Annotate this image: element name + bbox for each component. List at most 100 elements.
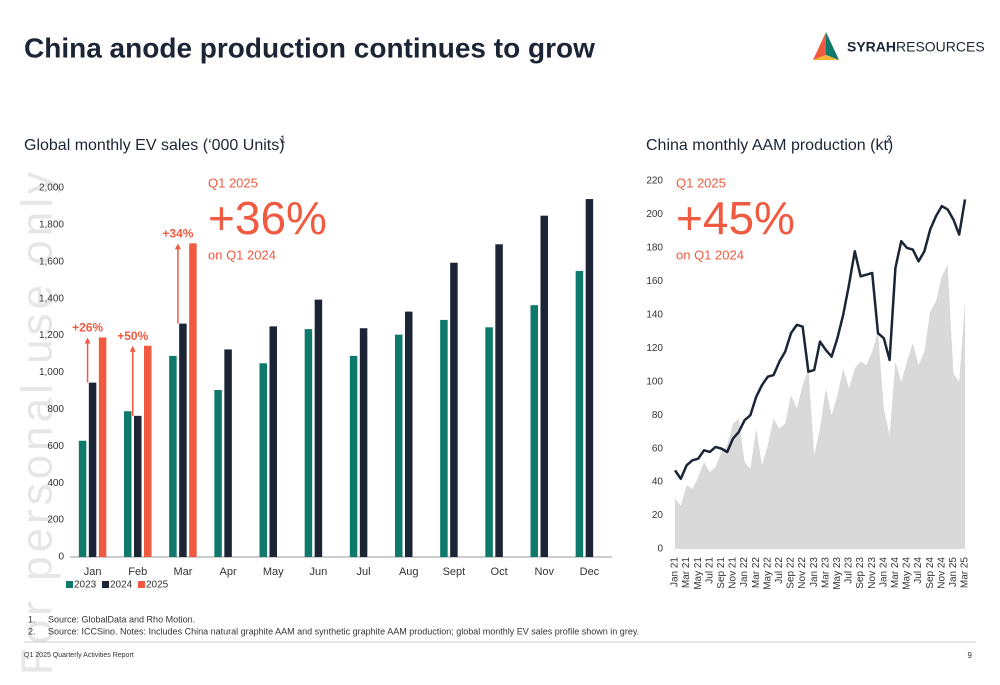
bar xyxy=(495,244,503,557)
legend-label: 2023 xyxy=(74,580,97,591)
bar xyxy=(224,349,232,557)
y-tick-label: 1,800 xyxy=(39,220,64,231)
y-tick-label: 1,600 xyxy=(39,256,64,267)
logo-text: SYRAH xyxy=(847,39,896,55)
y-tick-label: 1,000 xyxy=(39,367,64,378)
footnote-num: 1. xyxy=(28,614,36,624)
watermark: For personal use only xyxy=(13,168,62,675)
bar xyxy=(269,326,277,557)
x-tick-label: Nov xyxy=(534,566,554,578)
footnote: Source: ICCSino. Notes: Includes China n… xyxy=(48,626,639,636)
y-tick-label: 100 xyxy=(646,376,663,387)
arrow-head xyxy=(84,337,91,344)
bar xyxy=(259,363,267,557)
x-tick-label: Mar 24 xyxy=(890,557,901,589)
x-tick-label: Mar xyxy=(173,566,192,578)
y-tick-label: 400 xyxy=(47,478,64,489)
y-tick-label: 160 xyxy=(646,276,663,287)
x-tick-label: Jul 24 xyxy=(913,557,924,584)
bar xyxy=(395,334,403,557)
legend-swatch xyxy=(102,581,109,588)
y-tick-label: 0 xyxy=(58,552,64,563)
y-tick-label: 200 xyxy=(47,515,64,526)
bar xyxy=(359,328,368,557)
footnote-ref: 2 xyxy=(886,135,892,146)
y-tick-label: 1,200 xyxy=(39,330,64,341)
x-tick-label: Jan 22 xyxy=(739,557,750,587)
footnote-num: 2. xyxy=(28,626,36,636)
bar xyxy=(440,319,448,557)
x-tick-label: Sep 22 xyxy=(786,557,797,589)
chart-title: Global monthly EV sales (‘000 Units) xyxy=(24,137,285,154)
x-tick-label: Mar 21 xyxy=(681,557,692,589)
x-tick-label: May xyxy=(263,566,284,578)
y-tick-label: 180 xyxy=(646,243,663,254)
x-tick-label: Sep 24 xyxy=(925,557,936,589)
y-tick-label: 220 xyxy=(646,176,663,187)
x-tick-label: Dec xyxy=(580,566,600,578)
y-tick-label: 800 xyxy=(47,404,64,415)
chart-title: China monthly AAM production (kt) xyxy=(646,137,893,154)
x-tick-label: May 23 xyxy=(832,557,843,590)
x-tick-label: Nov 24 xyxy=(936,557,947,589)
bar xyxy=(78,440,87,557)
legend-swatch xyxy=(66,581,73,588)
x-tick-label: Mar 22 xyxy=(751,557,762,589)
x-tick-label: Sep 21 xyxy=(716,557,727,589)
y-tick-label: 2,000 xyxy=(39,183,64,194)
area xyxy=(675,264,965,549)
x-tick-label: Jan 24 xyxy=(878,557,889,587)
x-tick-label: Jul 22 xyxy=(774,557,785,584)
bar xyxy=(88,382,97,557)
x-tick-label: Jan 21 xyxy=(670,557,681,587)
x-tick-label: Feb xyxy=(128,566,147,578)
bar xyxy=(124,411,132,557)
bar xyxy=(530,305,538,557)
y-tick-label: 600 xyxy=(47,441,64,452)
bar xyxy=(214,390,222,557)
footer-text: Q1 2025 Quarterly Activities Report xyxy=(24,652,134,659)
bar xyxy=(189,243,197,557)
bar xyxy=(450,262,458,557)
annotation: +34% xyxy=(162,227,193,241)
x-tick-label: Jun xyxy=(310,566,328,578)
x-tick-label: Mar 23 xyxy=(820,557,831,589)
x-tick-label: Sept xyxy=(443,566,466,578)
callout-top: Q1 2025 xyxy=(208,175,258,190)
arrow-head xyxy=(129,345,136,352)
page-number: 9 xyxy=(968,651,973,660)
callout-top: Q1 2025 xyxy=(676,175,726,190)
x-tick-label: Aug xyxy=(399,566,419,578)
annotation: +26% xyxy=(72,321,103,335)
bar xyxy=(304,329,313,557)
y-tick-label: 120 xyxy=(646,343,663,354)
x-tick-label: Jul xyxy=(357,566,371,578)
bar xyxy=(575,271,584,557)
slide-title: China anode production continues to grow xyxy=(24,32,595,63)
bar xyxy=(169,355,177,557)
x-tick-label: Apr xyxy=(220,566,237,578)
x-tick-label: Jan xyxy=(84,566,102,578)
x-tick-label: Sep 23 xyxy=(855,557,866,589)
logo-text: RESOURCES xyxy=(896,39,985,55)
annotation: +50% xyxy=(117,329,148,343)
legend-swatch xyxy=(138,581,145,588)
x-tick-label: Jul 21 xyxy=(704,557,715,584)
bar xyxy=(144,345,152,557)
x-tick-label: Jan 23 xyxy=(809,557,820,587)
bar xyxy=(98,337,107,557)
callout-big: +45% xyxy=(676,192,795,244)
legend-label: 2025 xyxy=(146,580,169,591)
callout-bottom: on Q1 2024 xyxy=(208,247,276,262)
legend-label: 2024 xyxy=(110,580,133,591)
y-tick-label: 40 xyxy=(652,477,664,488)
bar xyxy=(540,215,548,558)
line xyxy=(673,199,967,480)
y-tick-label: 200 xyxy=(646,209,663,220)
y-tick-label: 60 xyxy=(652,443,664,454)
x-tick-label: Nov 23 xyxy=(867,557,878,589)
footnote: Source: GlobalData and Rho Motion. xyxy=(48,614,195,624)
x-tick-label: May 21 xyxy=(693,557,704,590)
x-tick-label: Oct xyxy=(491,566,508,578)
